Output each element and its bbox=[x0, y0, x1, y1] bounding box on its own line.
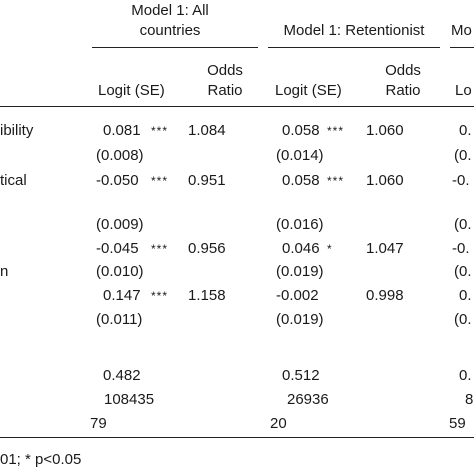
row3-b-or: 1.047 bbox=[366, 240, 404, 257]
row1-a-logit: 0.081 bbox=[103, 122, 141, 139]
subheader-logit-se-b: Logit (SE) bbox=[275, 82, 342, 99]
row4-b-se: (0.019) bbox=[276, 311, 324, 328]
row4-a-stars: *** bbox=[151, 289, 169, 303]
row2-c-partial: -0. bbox=[452, 172, 470, 189]
row3-a-stars: *** bbox=[151, 242, 169, 256]
header-rule-next bbox=[450, 47, 474, 48]
row2-b-stars: *** bbox=[327, 174, 345, 188]
row4-b-or: 0.998 bbox=[366, 287, 404, 304]
summary-k-a: 79 bbox=[90, 415, 107, 432]
row2-b-or: 1.060 bbox=[366, 172, 404, 189]
row4-c-se-partial: (0. bbox=[454, 311, 472, 328]
row1-b-or: 1.060 bbox=[366, 122, 404, 139]
row4-a-logit: 0.147 bbox=[103, 287, 141, 304]
row1-b-se: (0.014) bbox=[276, 147, 324, 164]
summary-r2-c: 0. bbox=[459, 367, 472, 384]
table-footnote: 01; * p<0.05 bbox=[0, 451, 82, 468]
row3-a-or: 0.956 bbox=[188, 240, 226, 257]
row-label-2: tical bbox=[0, 172, 27, 189]
subheader-logit-se-a: Logit (SE) bbox=[98, 82, 165, 99]
summary-r2-a: 0.482 bbox=[103, 367, 141, 384]
row3-a-logit: -0.045 bbox=[96, 240, 139, 257]
row3-b-logit: 0.046 bbox=[282, 240, 320, 257]
row4-a-or: 1.158 bbox=[188, 287, 226, 304]
header-rule-all bbox=[92, 47, 258, 48]
row3-a-se: (0.010) bbox=[96, 263, 144, 280]
row2-a-se: (0.009) bbox=[96, 216, 144, 233]
row1-b-stars: *** bbox=[327, 124, 345, 138]
subheader-odds-b-line2: Ratio bbox=[385, 82, 421, 99]
row-label-1: ibility bbox=[0, 122, 34, 139]
subheader-next-partial: Lo bbox=[455, 82, 472, 99]
summary-n-b: 26936 bbox=[287, 391, 329, 408]
summary-n-a: 108435 bbox=[104, 391, 155, 408]
header-model1-retentionist: Model 1: Retentionist bbox=[283, 22, 425, 39]
header-rule-retentionist bbox=[268, 47, 440, 48]
row2-b-se: (0.016) bbox=[276, 216, 324, 233]
summary-n-c: 8 bbox=[465, 391, 474, 408]
row3-c-partial: -0. bbox=[452, 240, 470, 257]
row2-a-or: 0.951 bbox=[188, 172, 226, 189]
table-bottom-rule bbox=[0, 437, 474, 438]
summary-k-c: 59 bbox=[449, 415, 466, 432]
summary-r2-b: 0.512 bbox=[282, 367, 320, 384]
row1-a-stars: *** bbox=[151, 124, 169, 138]
row1-a-se: (0.008) bbox=[96, 147, 144, 164]
subheader-odds-a-line1: Odds bbox=[207, 62, 243, 79]
row3-b-se: (0.019) bbox=[276, 263, 324, 280]
header-model-next-partial: Mo bbox=[451, 22, 472, 39]
subheader-odds-b-line1: Odds bbox=[385, 62, 421, 79]
row1-c-se-partial: (0. bbox=[454, 147, 472, 164]
row1-c-partial: 0. bbox=[459, 122, 472, 139]
row2-b-logit: 0.058 bbox=[282, 172, 320, 189]
row1-b-logit: 0.058 bbox=[282, 122, 320, 139]
row3-b-stars: * bbox=[327, 242, 333, 256]
row-label-4: n bbox=[0, 263, 9, 280]
row4-c-partial: 0. bbox=[459, 287, 472, 304]
row2-c-se-partial: (0. bbox=[454, 216, 472, 233]
row4-a-se: (0.011) bbox=[96, 311, 143, 328]
summary-k-b: 20 bbox=[270, 415, 287, 432]
row3-c-se-partial: (0. bbox=[454, 263, 472, 280]
row2-a-logit: -0.050 bbox=[96, 172, 139, 189]
row4-b-logit: -0.002 bbox=[276, 287, 319, 304]
header-model1-all-line2: countries bbox=[139, 22, 201, 39]
row2-a-stars: *** bbox=[151, 174, 169, 188]
row1-a-or: 1.084 bbox=[188, 122, 226, 139]
subheader-rule bbox=[0, 106, 474, 107]
header-model1-all-line1: Model 1: All bbox=[131, 2, 209, 19]
subheader-odds-a-line2: Ratio bbox=[207, 82, 243, 99]
